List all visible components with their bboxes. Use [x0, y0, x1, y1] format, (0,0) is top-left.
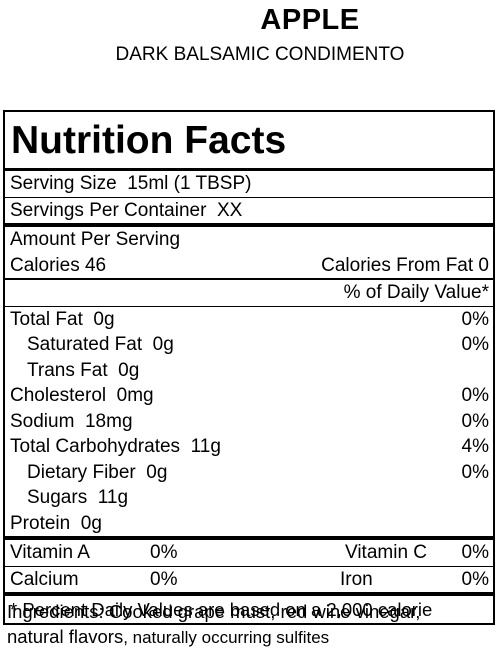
amount-per-serving: Amount Per Serving — [10, 229, 181, 251]
ingredients-sulfites: , naturally occurring sulfites — [123, 628, 330, 647]
nutrient-row: Total Carbohydrates 11g 4% — [5, 434, 493, 460]
nutrient-name: Dietary Fiber 0g — [27, 461, 168, 483]
ingredients-natural-flavors: natural flavors — [7, 626, 124, 647]
servings-per-container-row: Servings Per Container XX — [5, 198, 493, 227]
nutrient-row: Total Fat 0g 0% — [5, 307, 493, 333]
product-title: APPLE — [260, 4, 360, 36]
serving-size: Serving Size 15ml (1 TBSP) — [10, 173, 252, 195]
nutrient-name: Sugars 11g — [27, 487, 129, 509]
nutrient-dv: 0% — [461, 308, 489, 330]
nutrient-name: Total Fat 0g — [10, 308, 115, 330]
iron-label: Iron — [340, 568, 373, 590]
nutrient-row: Protein 0g — [5, 511, 493, 540]
calories-row: Calories 46 Calories From Fat 0 — [5, 253, 493, 280]
nutrient-row: Trans Fat 0g — [5, 358, 493, 384]
serving-size-row: Serving Size 15ml (1 TBSP) — [5, 171, 493, 198]
servings-per-container: Servings Per Container XX — [10, 199, 243, 221]
amount-per-serving-row: Amount Per Serving — [5, 227, 493, 253]
nutrient-name: Saturated Fat 0g — [27, 334, 174, 356]
mineral-row: Calcium 0% Iron 0% — [5, 567, 493, 596]
nutrient-dv: 0% — [461, 385, 489, 407]
calories-from-fat: Calories From Fat 0 — [321, 254, 489, 276]
nutrient-row: Sodium 18mg 0% — [5, 409, 493, 435]
calcium-label: Calcium — [10, 568, 79, 590]
nutrient-name: Cholesterol 0mg — [10, 385, 154, 407]
daily-value-header: % of Daily Value* — [343, 282, 489, 304]
nutrition-facts-title: Nutrition Facts — [5, 112, 493, 171]
nutrient-row: Dietary Fiber 0g 0% — [5, 460, 493, 486]
iron-dv: 0% — [461, 568, 489, 590]
nutrient-row: Sugars 11g — [5, 485, 493, 511]
calories: Calories 46 — [10, 254, 107, 276]
nutrient-dv: 4% — [461, 436, 489, 458]
daily-value-footnote: * Percent Daily Values are based on a 2,… — [10, 599, 433, 620]
nutrient-row: Cholesterol 0mg 0% — [5, 383, 493, 409]
vitamin-a-dv: 0% — [150, 542, 178, 564]
calcium-dv: 0% — [150, 568, 178, 590]
vitamin-c-dv: 0% — [461, 542, 489, 564]
ingredients-line-1: Ingredients: Cooked grape must, red wine… — [7, 601, 421, 622]
nutrient-name: Trans Fat 0g — [27, 359, 140, 381]
nutrient-dv: 0% — [461, 461, 489, 483]
ingredients-line-2: natural flavors, naturally occurring sul… — [7, 624, 497, 650]
daily-value-header-row: % of Daily Value* — [5, 280, 493, 307]
ingredients-text: Ingredients: Cooked grape must, red wine… — [7, 599, 497, 650]
nutrient-name: Total Carbohydrates 11g — [10, 436, 221, 458]
vitamin-row: Vitamin A 0% Vitamin C 0% — [5, 540, 493, 567]
nutrient-name: Sodium 18mg — [10, 410, 133, 432]
vitamin-c-label: Vitamin C — [345, 542, 428, 564]
nutrient-row: Saturated Fat 0g 0% — [5, 332, 493, 358]
nutrition-facts-label: Nutrition Facts Serving Size 15ml (1 TBS… — [3, 110, 495, 625]
vitamin-a-label: Vitamin A — [10, 542, 90, 564]
product-subtitle: DARK BALSAMIC CONDIMENTO — [115, 44, 405, 65]
nutrient-name: Protein 0g — [10, 512, 102, 534]
nutrient-dv: 0% — [461, 334, 489, 356]
nutrient-dv: 0% — [461, 410, 489, 432]
